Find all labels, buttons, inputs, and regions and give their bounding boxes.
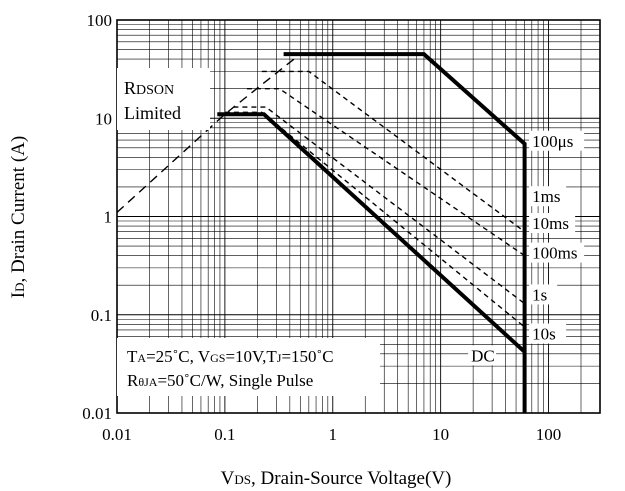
series-line-dc bbox=[217, 112, 526, 354]
curve-labels: 100μs 1ms 10ms 100ms 1s 10s DC bbox=[468, 130, 585, 366]
y-tick-labels: 0.01 0.1 1 10 100 bbox=[82, 11, 112, 423]
conditions-label: TA=25˚C, VGS=10V,TJ=150˚C RθJA=50˚C/W, S… bbox=[117, 338, 380, 396]
y-tick-label: 0.01 bbox=[82, 404, 112, 423]
x-tick-label: 100 bbox=[536, 425, 562, 444]
curve-label: 10s bbox=[532, 325, 556, 344]
curve-label-bg bbox=[468, 345, 497, 366]
series-line-1s bbox=[224, 111, 526, 328]
x-tick-label: 0.1 bbox=[214, 425, 235, 444]
rdson-label-line2: Limited bbox=[124, 103, 181, 123]
curves bbox=[116, 52, 527, 413]
curve-label-bg bbox=[529, 186, 567, 207]
series-line-rdson-limited bbox=[116, 53, 424, 213]
curve-label-bg bbox=[529, 213, 576, 234]
x-tick-label: 0.01 bbox=[102, 425, 132, 444]
series-line-100ms bbox=[233, 106, 526, 305]
curve-label-bg bbox=[529, 242, 585, 263]
series-line-10ms bbox=[246, 87, 525, 257]
rdson-limited-label: RDSON Limited bbox=[117, 68, 210, 130]
y-tick-label: 0.1 bbox=[91, 306, 112, 325]
curve-label: 100ms bbox=[532, 244, 577, 263]
curve-label-bg bbox=[529, 130, 585, 151]
conditions-box bbox=[117, 338, 380, 396]
conditions-line1: TA=25˚C, VGS=10V,TJ=150˚C bbox=[127, 347, 334, 366]
conditions-line2: RθJA=50˚C/W, Single Pulse bbox=[127, 371, 313, 390]
curve-label: 1ms bbox=[532, 187, 560, 206]
rdson-label-box bbox=[117, 68, 210, 130]
y-tick-label: 1 bbox=[104, 208, 113, 227]
curve-label: 1s bbox=[532, 285, 547, 304]
rdson-label-line1: RDSON bbox=[124, 78, 174, 98]
y-tick-label: 100 bbox=[87, 11, 113, 30]
curve-label: DC bbox=[471, 346, 495, 365]
curve-label: 10ms bbox=[532, 214, 569, 233]
x-tick-labels: 0.01 0.1 1 10 100 bbox=[102, 425, 561, 444]
series-line-100-s bbox=[283, 52, 527, 413]
x-tick-label: 1 bbox=[329, 425, 338, 444]
plot-frame bbox=[116, 19, 601, 414]
curve-label-bg bbox=[529, 323, 567, 344]
x-axis-label: VDS, Drain-Source Voltage(V) bbox=[221, 468, 452, 489]
y-axis-label: ID, Drain Current (A) bbox=[8, 136, 29, 298]
curve-label-bg bbox=[529, 284, 558, 305]
series-line-1ms bbox=[261, 70, 526, 233]
curve-label: 100μs bbox=[532, 132, 573, 151]
y-tick-label: 10 bbox=[95, 109, 112, 128]
x-tick-label: 10 bbox=[432, 425, 449, 444]
